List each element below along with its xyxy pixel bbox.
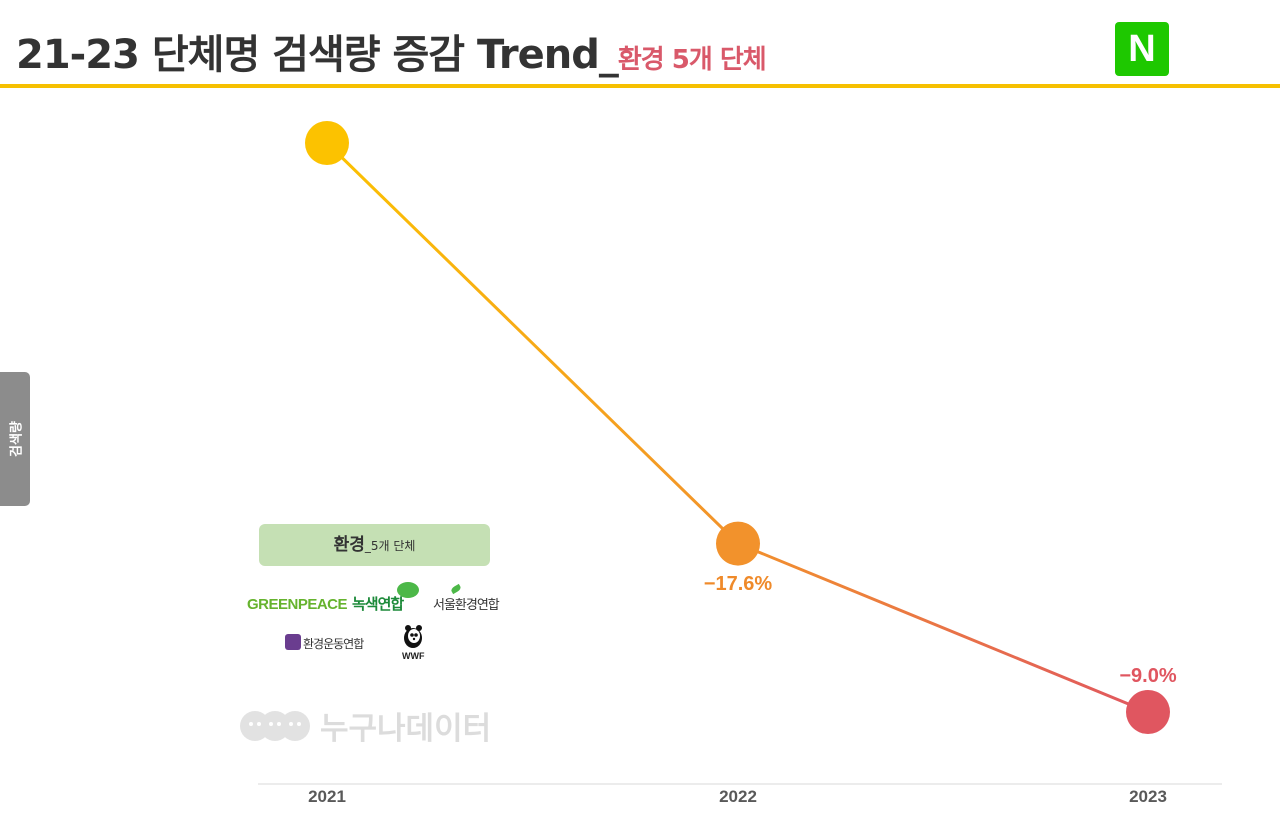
title-main: 21-23 단체명 검색량 증감 Trend_ bbox=[16, 32, 619, 78]
y-axis-tab: 검색량 bbox=[0, 372, 30, 506]
data-point bbox=[716, 521, 760, 566]
data-label: −9.0% bbox=[1119, 665, 1176, 687]
wwf-panda-icon bbox=[404, 625, 422, 648]
x-tick-label: 2023 bbox=[1129, 787, 1167, 806]
group-label-box: 환경_5개 단체 bbox=[259, 524, 490, 566]
data-point bbox=[305, 121, 349, 165]
green-korea-leaf-icon bbox=[397, 582, 419, 598]
page-title: 21-23 단체명 검색량 증감 Trend_환경 5개 단체 bbox=[16, 22, 767, 80]
series-line-segment bbox=[736, 542, 1150, 714]
watermark: 누구나데이터 bbox=[238, 703, 491, 748]
data-point bbox=[1126, 690, 1170, 734]
x-tick-label: 2021 bbox=[308, 787, 346, 806]
title-subtitle: 환경 5개 단체 bbox=[617, 45, 767, 75]
watermark-faces-icon bbox=[240, 710, 310, 741]
data-label: −17.6% bbox=[704, 573, 773, 595]
wwf-logo: WWF bbox=[402, 651, 425, 661]
seoul-env-logo: 서울환경연합 bbox=[433, 598, 500, 613]
x-tick-label: 2022 bbox=[719, 787, 757, 806]
header-divider bbox=[0, 84, 1280, 88]
green-korea-logo: 녹색연합 bbox=[352, 595, 404, 613]
naver-logo: N bbox=[1115, 22, 1169, 76]
series-line-segment bbox=[325, 141, 740, 546]
kfem-emblem-icon bbox=[285, 634, 301, 650]
watermark-text: 누구나데이터 bbox=[320, 711, 492, 747]
greenpeace-logo: GREENPEACE bbox=[247, 596, 348, 613]
group-label-sub: _5개 단체 bbox=[364, 539, 416, 553]
group-label-main: 환경 bbox=[333, 535, 365, 555]
kfem-logo: 환경운동연합 bbox=[303, 637, 364, 651]
